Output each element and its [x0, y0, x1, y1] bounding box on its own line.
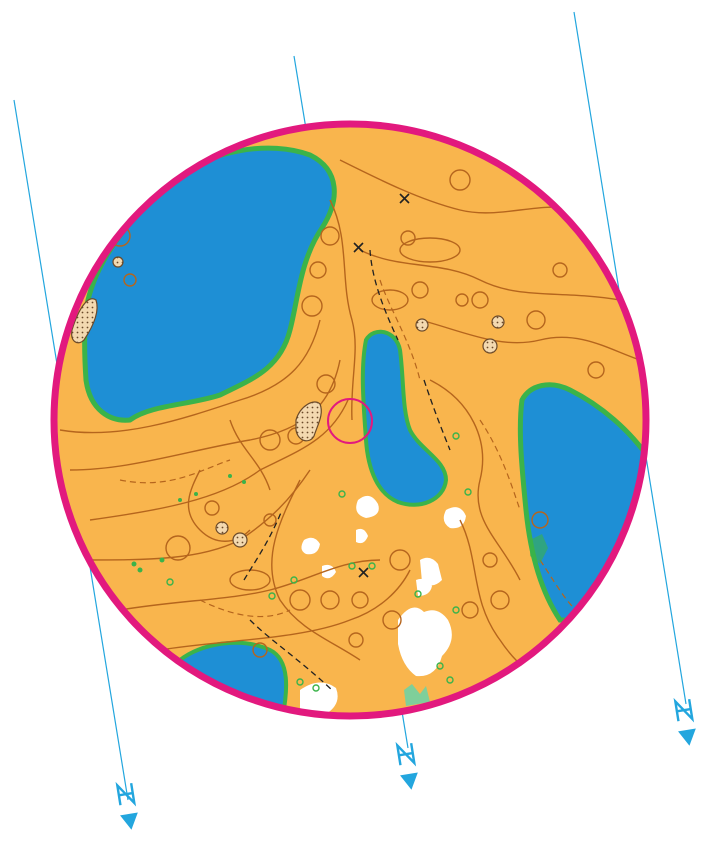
map-border [50, 120, 650, 720]
north-arrow-middle [395, 741, 418, 790]
map-area [54, 124, 646, 716]
north-arrow-right [673, 697, 696, 746]
contour-lines [59, 159, 641, 691]
north-arrow-left [115, 781, 138, 830]
lake-southwest [167, 640, 289, 716]
rocky-areas [71, 256, 505, 548]
x-marker-1 [399, 193, 410, 204]
x-markers [353, 193, 410, 578]
control-circle [327, 398, 373, 444]
white-forest-patches [300, 495, 466, 716]
north-arrows [115, 697, 696, 830]
trails [243, 249, 451, 691]
vegetation-points [131, 432, 548, 706]
lake-center [360, 329, 449, 507]
x-marker-3 [358, 567, 369, 578]
x-marker-2 [353, 242, 364, 253]
